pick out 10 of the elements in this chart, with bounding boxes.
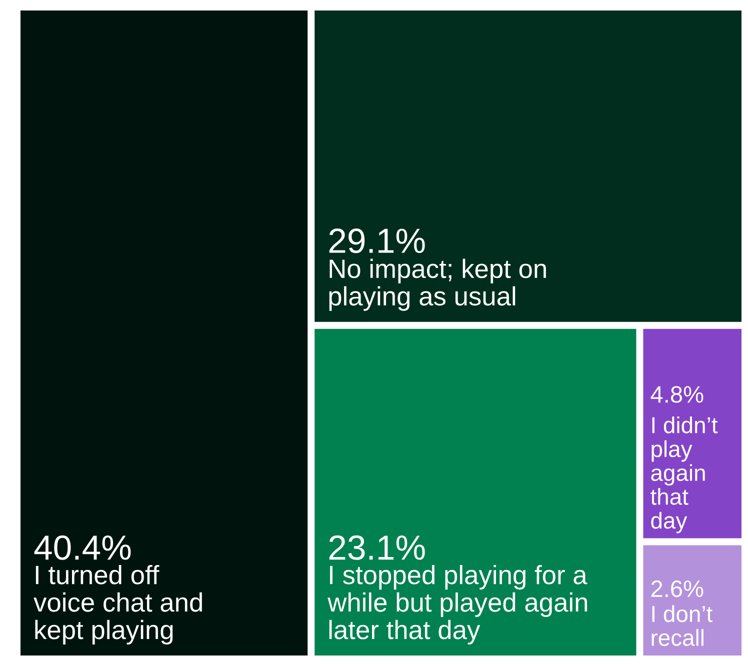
data-label: 23.1% [329, 535, 425, 560]
data-label: 29.1% [329, 228, 425, 254]
category-label: No impact; kept on playing as usual [329, 258, 546, 311]
category-label: I didn’t play again that day [650, 416, 718, 534]
category-label: I turned off voice chat and kept playing [34, 564, 202, 644]
data-label: 4.8% [650, 386, 704, 403]
category-label: I don’t recall [652, 605, 712, 646]
data-label: 40.4% [34, 535, 131, 560]
data-label: 2.6% [651, 580, 704, 598]
category-label: I stopped playing for a while but played again later that day [328, 564, 588, 644]
